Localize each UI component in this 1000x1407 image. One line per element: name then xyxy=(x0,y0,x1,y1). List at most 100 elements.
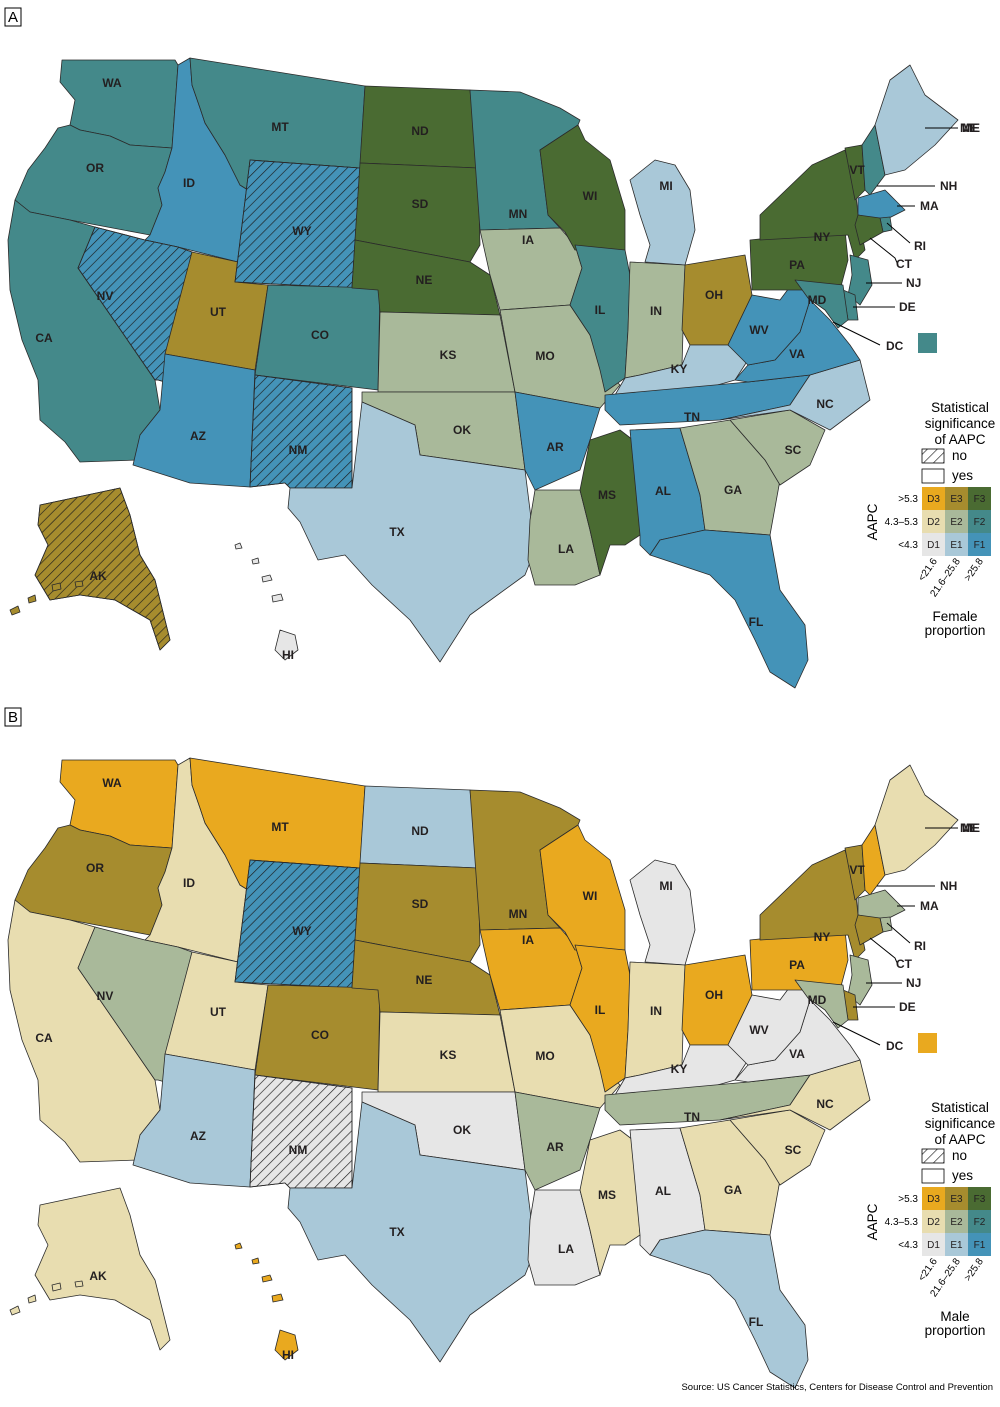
panel-b-label-nv: NV xyxy=(97,989,114,1003)
panel-b-state-nj xyxy=(847,954,873,1006)
panel-a-label-ny: NY xyxy=(814,230,831,244)
panel-b-label-oh: OH xyxy=(705,988,723,1002)
panel-b-legend-cell-e2 xyxy=(945,1210,968,1233)
panel-a-state-nc xyxy=(719,359,871,431)
panel-a-legend-cell-label: D1 xyxy=(927,540,940,551)
panel-b-label-ri: RI xyxy=(914,939,926,953)
panel-b-label-dc: DC xyxy=(886,1039,904,1053)
panel-b-label-il: IL xyxy=(595,1003,606,1017)
panel-b-state-ms xyxy=(579,1129,641,1276)
panel-a-label-ut: UT xyxy=(210,305,227,319)
panel-b-state-tx xyxy=(287,1101,536,1363)
panel-b-label-wv: WV xyxy=(749,1023,768,1037)
panel-b-state-nc xyxy=(719,1059,871,1131)
panel-a-label-ri: RI xyxy=(914,239,926,253)
panel-b-label-ar: AR xyxy=(546,1140,564,1154)
panel-a-label-mi: MI xyxy=(659,179,672,193)
panel-a-legend-cell-label: D2 xyxy=(927,517,940,528)
panel-b-label-ia: IA xyxy=(522,933,534,947)
panel-a-legend-row-label: <4.3 xyxy=(898,540,918,551)
panel-b-label-ks: KS xyxy=(440,1048,457,1062)
panel-a-label-or: OR xyxy=(86,161,104,175)
panel-b-label-de: DE xyxy=(899,1000,916,1014)
panel-a-states xyxy=(7,57,959,689)
panel-a-state-nh xyxy=(861,124,886,196)
panel-b-legend-cell-label: D2 xyxy=(927,1217,940,1228)
panel-b-label-nd: ND xyxy=(411,824,429,838)
panel-b-legend-cell-label: E2 xyxy=(950,1217,963,1228)
panel-a-legend-cell-d2 xyxy=(922,510,945,533)
panel-b-legend-significance-title: significance xyxy=(925,1116,996,1131)
panel-b-label-ms: MS xyxy=(598,1188,616,1202)
panel-b-label-ok: OK xyxy=(453,1123,471,1137)
panel-b-label-va: VA xyxy=(789,1047,805,1061)
panel-a-hawaii-island xyxy=(261,574,273,583)
panel-b-tag-box xyxy=(4,707,22,727)
panel-a-legend-cell-label: F2 xyxy=(974,517,986,528)
panel-b-legend-cell-label: F1 xyxy=(974,1240,986,1251)
panel-b-label-ne: NE xyxy=(416,973,433,987)
panel-b-legend-cell-label: D1 xyxy=(927,1240,940,1251)
panel-a-legend-cell-f1 xyxy=(968,533,991,556)
panel-b-label-or: OR xyxy=(86,861,104,875)
panel-a-label-wy: WY xyxy=(292,224,311,238)
panel-b-label-ak: AK xyxy=(89,1269,107,1283)
panel-a-label-nc: NC xyxy=(816,397,834,411)
panel-a-label-pa: PA xyxy=(789,258,805,272)
panel-a-tag-label: A xyxy=(8,9,18,26)
panel-b-legend-no-swatch xyxy=(921,1148,945,1164)
panel-b-label-me: ME xyxy=(960,821,978,835)
panel-a-legend-cell-e3 xyxy=(945,487,968,510)
panel-a-legend-cell-f2 xyxy=(968,510,991,533)
panel-b-leader-ri xyxy=(886,922,911,944)
panel-a-label-ak: AK xyxy=(89,569,107,583)
panel-b-legend-col-label: <21.6 xyxy=(916,1256,940,1283)
panel-b-label-wy: WY xyxy=(292,924,311,938)
panel-b-hawaii-island xyxy=(251,1257,260,1265)
panel-b-leader-dc xyxy=(832,1021,881,1046)
panel-b-legend-cell-label: E3 xyxy=(950,1194,963,1205)
panel-b-label-la: LA xyxy=(558,1242,574,1256)
panel-b-label-az: AZ xyxy=(190,1129,206,1143)
panel-b-label-tn: TN xyxy=(684,1110,700,1124)
panel-a-label-la: LA xyxy=(558,542,574,556)
panel-a-label-mo: MO xyxy=(535,349,554,363)
panel-a-label-mn: MN xyxy=(509,207,528,221)
panel-a-state-wi xyxy=(539,124,626,251)
panel-a-legend-row-label: 4.3–5.3 xyxy=(885,517,919,528)
panel-b-state-ma xyxy=(857,889,906,921)
panel-a-legend-col-label: <21.6 xyxy=(916,556,940,583)
panel-b-legend-cell-f1 xyxy=(968,1233,991,1256)
panel-a-legend-cell-e2 xyxy=(945,510,968,533)
panel-b-legend-significance-title: of AAPC xyxy=(934,1132,985,1147)
panel-a-legend-cell-label: F3 xyxy=(974,494,986,505)
panel-a-label-nj: NJ xyxy=(906,276,921,290)
panel-a-state-hi xyxy=(274,629,299,661)
panel-a-legend-cell-label: E3 xyxy=(950,494,963,505)
panel-a-state-tx xyxy=(287,401,536,663)
panel-a-label-ct: CT xyxy=(896,257,913,271)
panel-b-legend-significance-title: Statistical xyxy=(931,1100,989,1115)
panel-a-legend-cell-label: D3 xyxy=(927,494,940,505)
panel-b-label-vt: VT xyxy=(849,863,865,877)
panel-a-label-nh: NH xyxy=(940,179,957,193)
panel-a-label-ne: NE xyxy=(416,273,433,287)
panel-b-label-mi: MI xyxy=(659,879,672,893)
panel-a-label-dc: DC xyxy=(886,339,904,353)
panel-a-label-ks: KS xyxy=(440,348,457,362)
panel-b-legend-cell-e1 xyxy=(945,1233,968,1256)
panel-b-state-in xyxy=(624,961,686,1079)
panel-b-label-wa: WA xyxy=(102,776,122,790)
panel-a-legend-proportion-title: Female xyxy=(932,609,977,624)
panel-a-label-tx: TX xyxy=(389,525,404,539)
panel-a-alaska-island xyxy=(51,582,62,592)
panel-b-state-ct xyxy=(854,914,884,946)
panel-a-label-sc: SC xyxy=(785,443,802,457)
panel-a-legend-significance-title: Statistical xyxy=(931,400,989,415)
panel-b-label-me: ME xyxy=(962,821,980,835)
panel-a-state-md xyxy=(794,279,849,329)
panel-b-leader-ct xyxy=(869,937,899,966)
